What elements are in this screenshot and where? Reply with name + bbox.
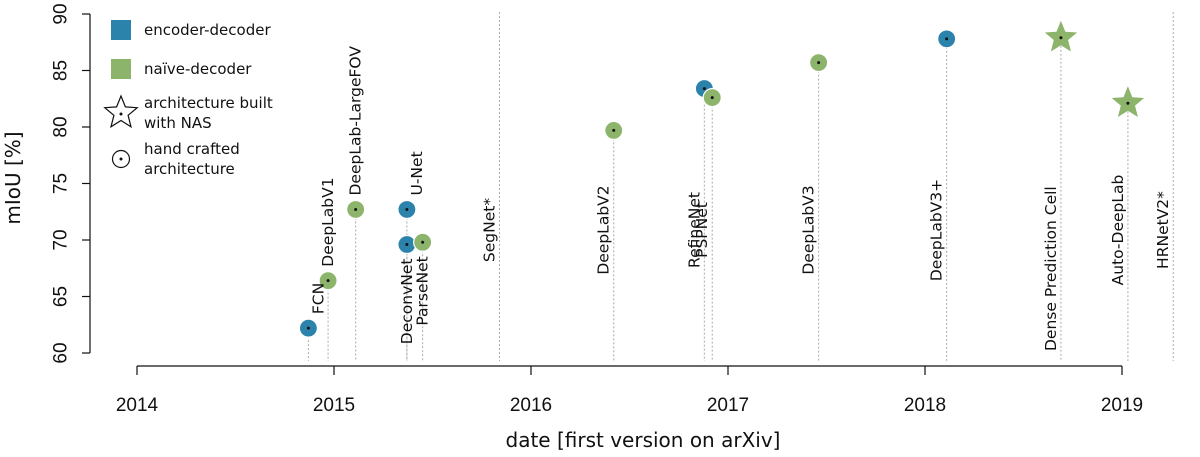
legend-star-dot xyxy=(119,112,123,116)
label-segnet: SegNet* xyxy=(480,198,498,262)
x-tick-label: 2014 xyxy=(116,395,159,416)
legend: encoder-decoder naïve-decoder architecture… xyxy=(103,20,273,178)
marker-dot-deconvnet xyxy=(405,243,409,247)
marker-dot-deeplabv3 xyxy=(945,37,949,41)
y-tick-label: 80 xyxy=(51,116,72,137)
label-u-net: U-Net xyxy=(408,151,426,195)
y-tick-label: 75 xyxy=(51,173,72,194)
legend-label: with NAS xyxy=(144,114,212,132)
legend-label: architecture built xyxy=(144,94,273,112)
legend-swatch-naive-decoder xyxy=(111,59,131,79)
x-tick-label: 2018 xyxy=(904,395,946,416)
marker-dot-auto-deeplab xyxy=(1126,101,1130,105)
y-tick-label: 85 xyxy=(51,60,72,81)
label-deeplabv1: DeepLabV1 xyxy=(319,177,337,266)
legend-label: hand crafted xyxy=(144,140,240,158)
data-markers xyxy=(298,20,1145,338)
marker-dot-deeplab-largefov xyxy=(354,207,358,211)
y-tick-label: 70 xyxy=(51,229,72,250)
y-tick-label: 60 xyxy=(51,342,72,363)
y-ticks: 60 65 70 75 80 85 90 xyxy=(51,3,90,364)
label-deeplabv2: DeepLabV2 xyxy=(595,185,613,274)
drop-lines xyxy=(307,12,1174,361)
legend-label: architecture xyxy=(144,160,235,178)
label-parsenet: ParseNet xyxy=(414,256,432,325)
marker-dot-refinenet xyxy=(702,87,706,91)
point-labels: FCN DeepLabV1 DeepLab-LargeFOV DeconvNet U-N… xyxy=(309,46,1172,351)
x-axis-title: date [first version on arXiv] xyxy=(506,428,781,452)
label-refinenet: RefineNet xyxy=(685,192,703,268)
label-pspnet: PSPNet xyxy=(693,202,711,258)
marker-dense-prediction-cell xyxy=(1044,20,1078,52)
y-tick-label: 65 xyxy=(51,286,72,307)
label-fcn: FCN xyxy=(309,283,327,314)
marker-dot-u-net xyxy=(405,207,409,211)
marker-dot-parsenet xyxy=(421,240,425,244)
label-hrnetv2: HRNetV2* xyxy=(1154,191,1172,269)
legend-swatch-encoder-decoder xyxy=(111,20,131,40)
x-tick-label: 2015 xyxy=(313,395,355,416)
legend-star-icon xyxy=(103,94,139,129)
label-deeplab-largefov: DeepLab-LargeFOV xyxy=(347,46,365,196)
label-deconvnet: DeconvNet xyxy=(398,259,416,345)
label-deeplabv3: DeepLabV3 xyxy=(800,185,818,274)
x-tick-label: 2016 xyxy=(510,395,552,416)
marker-dot-deeplabv1 xyxy=(326,279,330,283)
legend-label: encoder-decoder xyxy=(144,21,271,39)
marker-dot-deeplabv2 xyxy=(612,128,616,132)
x-tick-label: 2019 xyxy=(1101,395,1143,416)
y-tick-label: 90 xyxy=(51,3,72,24)
legend-label: naïve-decoder xyxy=(144,60,252,78)
label-deeplabv3: DeepLabV3+ xyxy=(928,179,946,281)
marker-dot-fcn xyxy=(306,326,310,330)
y-axis-title: mIoU [%] xyxy=(1,131,25,224)
marker-dot-pspnet xyxy=(710,96,714,100)
label-auto-deeplab: Auto-DeepLab xyxy=(1109,175,1127,286)
marker-auto-deeplab xyxy=(1111,86,1145,117)
legend-circle-icon xyxy=(111,149,131,169)
label-dense-prediction-cell: Dense Prediction Cell xyxy=(1042,186,1060,351)
marker-dot-dense-prediction-cell xyxy=(1059,36,1063,40)
marker-dot-deeplabv3 xyxy=(817,61,821,65)
x-ticks: 2014 2015 2016 2017 2018 2019 xyxy=(116,366,1143,416)
legend-circle-dot xyxy=(119,157,123,161)
x-tick-label: 2017 xyxy=(707,395,749,416)
